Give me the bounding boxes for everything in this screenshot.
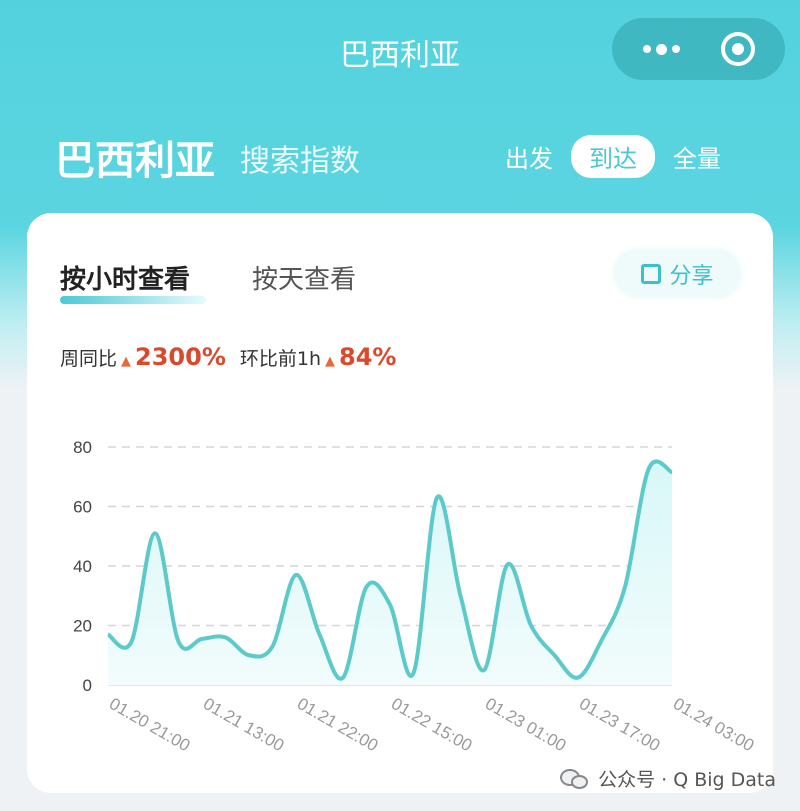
triangle-up-icon: ▲ (121, 354, 132, 369)
area-fill (108, 461, 672, 685)
y-tick-label: 20 (73, 617, 92, 636)
more-dots-icon[interactable] (642, 43, 680, 55)
x-tick-label: 01.22 15:00 (388, 694, 475, 755)
tab-hourly-label: 按小时查看 (60, 265, 191, 295)
triangle-up-icon: ▲ (325, 354, 335, 369)
toggle-departure[interactable]: 出发 (505, 145, 553, 173)
toggle-arrival[interactable]: 到达 (571, 135, 655, 178)
city-title: 巴西利亚 (55, 138, 215, 184)
stat-label-hourly: 环比前1h (239, 348, 321, 370)
y-tick-label: 80 (73, 438, 92, 457)
x-tick-label: 01.23 17:00 (576, 694, 663, 755)
share-button[interactable]: 分享 (615, 250, 740, 297)
x-tick-label: 01.21 13:00 (200, 694, 287, 755)
tab-daily[interactable]: 按天查看 (252, 265, 357, 295)
stat-label-weekly: 周同比 (60, 348, 118, 370)
nav-title: 巴西利亚 (340, 38, 460, 73)
x-tick-label: 01.24 03:00 (670, 694, 757, 755)
tab-hourly[interactable]: 按小时查看 (60, 259, 206, 304)
mini-program-capsule (612, 18, 785, 80)
wechat-icon (560, 767, 590, 791)
stat-value-hourly: 84% (339, 343, 397, 371)
stat-value-weekly: 2300% (135, 343, 226, 371)
target-circle-icon[interactable] (720, 32, 755, 66)
watermark-text: 公众号 · Q Big Data (598, 769, 776, 791)
y-tick-label: 0 (83, 676, 92, 695)
x-tick-label: 01.20 21:00 (106, 694, 193, 755)
share-icon (641, 263, 662, 284)
y-tick-label: 60 (73, 498, 92, 517)
watermark: 公众号 · Q Big Data (560, 765, 776, 792)
toggle-all[interactable]: 全量 (673, 145, 721, 173)
x-tick-label: 01.23 01:00 (482, 694, 569, 755)
share-label: 分享 (669, 263, 714, 289)
active-tab-underline (60, 296, 206, 304)
stats-row: 周同比 ▲ 2300% 环比前1h ▲ 84% (60, 343, 406, 371)
direction-toggle: 出发 到达 全量 (505, 135, 721, 178)
page-subtitle: 搜索指数 (240, 144, 360, 179)
x-tick-label: 01.21 22:00 (294, 694, 381, 755)
y-tick-label: 40 (73, 557, 92, 576)
